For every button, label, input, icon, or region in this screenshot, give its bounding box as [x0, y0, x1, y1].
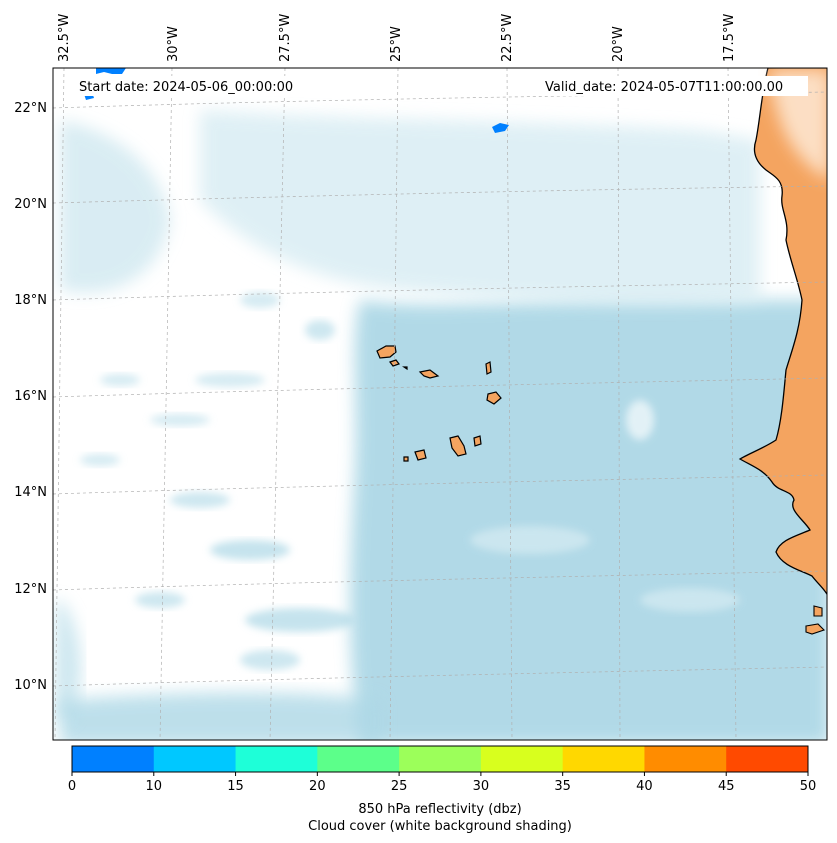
- island-sao-nicolau: [418, 369, 440, 379]
- lon-label-27-5w: 27.5°W: [278, 14, 293, 62]
- colorbar-segment: [153, 746, 237, 772]
- start-date-box: [73, 76, 323, 96]
- colorbar-label-line2: Cloud cover (white background shading): [308, 819, 572, 834]
- lat-label-20n: 20°N: [14, 197, 47, 212]
- african-coast-land: [738, 68, 827, 635]
- valid-date-box: [538, 76, 808, 96]
- colorbar-segment: [72, 746, 155, 772]
- colorbar-tick-label: 20: [309, 779, 326, 794]
- graticule-grid: [53, 68, 827, 740]
- colorbar-segment: [644, 746, 727, 772]
- colorbar: 0 10 15 20 25 30 35 40 45 50 850 hPa reflectivity…: [68, 745, 816, 834]
- cloud-cover-shading: [55, 110, 827, 740]
- colorbar-segment: [726, 746, 809, 772]
- island-santa-luzia: [402, 366, 408, 371]
- lon-label-32-5w: 32.5°W: [57, 14, 72, 62]
- lon-label-17-5w: 17.5°W: [722, 14, 737, 62]
- lon-label-30w: 30°W: [166, 26, 181, 62]
- colorbar-segment: [480, 746, 564, 772]
- island-boa-vista: [486, 391, 502, 405]
- colorbar-label-line1: 850 hPa reflectivity (dbz): [358, 802, 521, 817]
- longitude-labels: 32.5°W 30°W 27.5°W 25°W 22.5°W 20°W 17.5…: [57, 14, 737, 62]
- colorbar-tick-label: 25: [391, 779, 408, 794]
- colorbar-segments: [72, 746, 809, 772]
- lat-label-14n: 14°N: [14, 485, 47, 500]
- colorbar-tick-label: 45: [718, 779, 735, 794]
- lon-label-22-5w: 22.5°W: [500, 14, 515, 62]
- map-area: Start date: 2024-05-06_00:00:00 Valid_da…: [53, 68, 827, 740]
- lat-label-22n: 22°N: [14, 101, 47, 116]
- colorbar-ticks: 0 10 15 20 25 30 35 40 45 50: [68, 772, 816, 794]
- start-date-label: Start date: 2024-05-06_00:00:00: [79, 80, 293, 95]
- map-frame: [52, 67, 828, 741]
- colorbar-segment: [399, 746, 482, 772]
- colorbar-tick-label: 10: [146, 779, 163, 794]
- colorbar-segment: [562, 746, 645, 772]
- colorbar-frame: [71, 745, 809, 773]
- lon-label-25w: 25°W: [389, 26, 404, 62]
- lat-label-10n: 10°N: [14, 678, 47, 693]
- lat-label-12n: 12°N: [14, 582, 47, 597]
- colorbar-tick-label: 15: [227, 779, 244, 794]
- island-maio: [473, 435, 482, 447]
- colorbar-tick-label: 0: [68, 779, 76, 794]
- island-sal: [485, 361, 492, 375]
- colorbar-tick-label: 40: [636, 779, 653, 794]
- colorbar-tick-label: 35: [554, 779, 571, 794]
- island-fogo: [414, 449, 427, 461]
- island-santo-antao: [376, 345, 397, 359]
- colorbar-segment: [235, 746, 318, 772]
- lon-label-20w: 20°W: [611, 26, 626, 62]
- island-santiago: [449, 435, 467, 457]
- colorbar-segment: [317, 746, 400, 772]
- valid-date-label: Valid_date: 2024-05-07T11:00:00.00: [545, 80, 783, 95]
- colorbar-tick-label: 50: [800, 779, 817, 794]
- colorbar-tick-label: 30: [473, 779, 490, 794]
- island-brava: [403, 456, 409, 462]
- cape-verde-islands: [376, 345, 502, 462]
- latitude-labels: 22°N 20°N 18°N 16°N 14°N 12°N 10°N: [14, 101, 47, 693]
- lat-label-18n: 18°N: [14, 293, 47, 308]
- lat-label-16n: 16°N: [14, 389, 47, 404]
